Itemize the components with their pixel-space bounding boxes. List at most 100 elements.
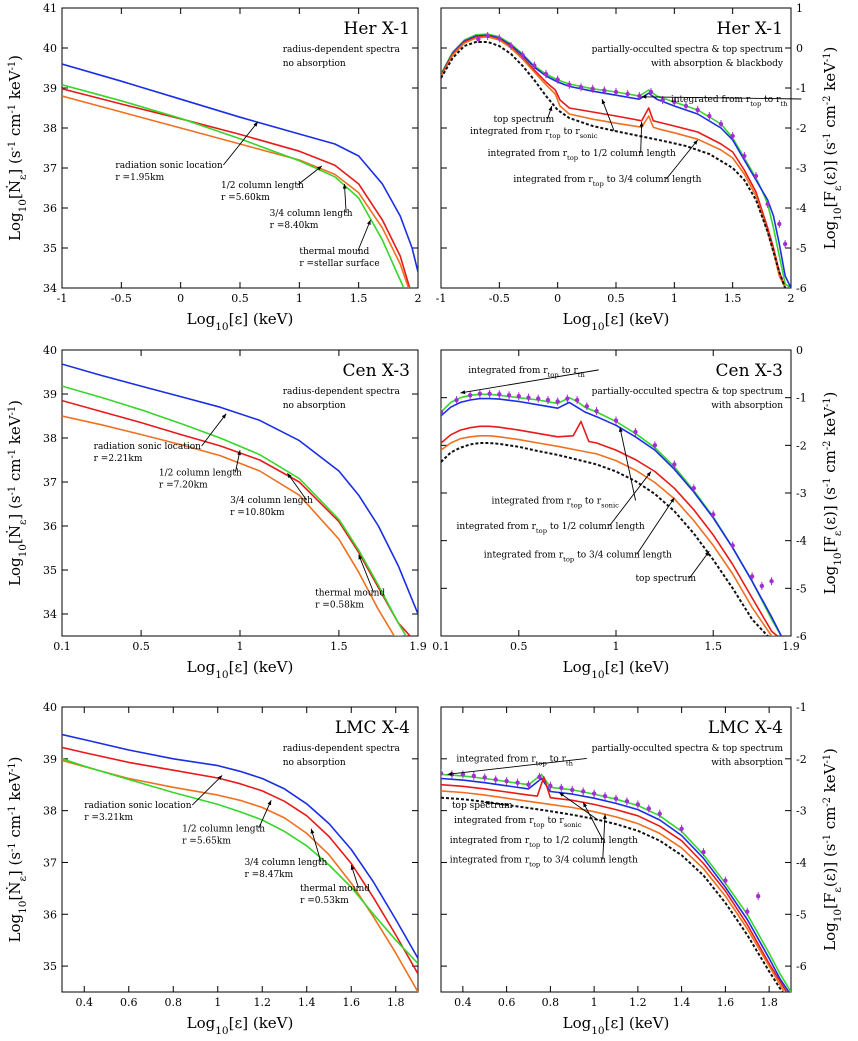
annotation-text: top spectrum [452, 801, 513, 811]
data-point [590, 86, 595, 92]
data-point [580, 789, 586, 794]
annotation-text: 3/4 column length [244, 858, 327, 868]
data-point [559, 785, 564, 791]
annotation-text: 3/4 column length [270, 209, 353, 219]
annotation-arrow [357, 219, 371, 252]
data-point [460, 772, 466, 777]
annotation-text: integrated from rtop to rth [456, 754, 573, 767]
y-tick-label: -1 [796, 392, 807, 405]
cen-left-panel: 0.1 0.5 1 1.5 1.9 34 35 36 37 38 39 40 Cen X-3 radius… [6, 344, 427, 681]
annotation-text: r =0.53km [300, 896, 349, 906]
panel-subtitle: with absorption [711, 401, 783, 411]
data-point [602, 793, 608, 799]
data-point [657, 811, 662, 816]
annotation-arrow [447, 757, 587, 775]
annotation-text: integrated from rtop to 3/4 column lengt… [450, 855, 638, 868]
annotation-text: 1/2 column length [221, 181, 304, 191]
series-line-black [441, 796, 784, 992]
data-point [711, 512, 716, 517]
y-tick-label: 36 [43, 520, 57, 533]
y-tick-label: -5 [796, 582, 807, 595]
data-point [765, 201, 770, 207]
series-line-orange [62, 95, 410, 288]
x-tick-label: 2 [788, 292, 795, 305]
x-axis-label: Log10[ε] (keV) [187, 658, 294, 681]
annotation-text: r =8.40km [270, 221, 319, 231]
data-point [782, 241, 788, 247]
data-point [441, 771, 444, 776]
y-tick-label: -3 [796, 162, 807, 175]
x-tick-label: 0.5 [510, 640, 528, 653]
data-point [625, 91, 630, 97]
x-tick-label: 1.4 [673, 996, 691, 1009]
data-point [624, 799, 630, 804]
data-point [477, 391, 483, 397]
data-point [515, 780, 520, 785]
annotation-text: integrated from rtop to 1/2 column lengt… [450, 836, 638, 849]
annotation-text: 1/2 column length [159, 468, 242, 478]
annotation-arrow [258, 800, 272, 829]
annotation-arrow [665, 139, 699, 180]
annotation-text: r =2.21km [94, 454, 143, 464]
x-tick-label: 0 [554, 292, 561, 305]
y-tick-label: -2 [796, 122, 807, 135]
series-line-black [441, 41, 787, 288]
y-tick-label: -4 [796, 856, 807, 869]
data-point [570, 787, 575, 793]
series-line-black [441, 442, 769, 636]
series-line-red [441, 420, 778, 636]
data-point [660, 97, 665, 103]
y-axis-label: Log10[Fε(ε)] (s-1 cm-2 keV-1) [821, 47, 844, 250]
y-tick-label: 37 [43, 162, 57, 175]
data-point [506, 393, 512, 398]
y-tick-label: 34 [43, 608, 57, 621]
annotation-text: integrated from rtop to 1/2 column lengt… [488, 149, 676, 162]
annotation-arrow [558, 792, 599, 821]
y-tick-label: 40 [43, 42, 57, 55]
annotation-arrow [689, 550, 710, 579]
x-tick-label: 1 [214, 996, 221, 1009]
panel-subtitle: no absorption [283, 758, 346, 768]
data-point [487, 391, 492, 397]
annotation-arrowhead [601, 99, 606, 105]
x-tick-label: 0.8 [165, 996, 183, 1009]
x-tick-label: 1.6 [343, 996, 361, 1009]
y-tick-label: 35 [43, 960, 57, 973]
y-tick-label: 35 [43, 564, 57, 577]
panel-title: Her X-1 [344, 19, 410, 39]
y-tick-label: 0 [796, 42, 803, 55]
y-tick-label: 37 [43, 856, 57, 869]
y-tick-label: -5 [796, 908, 807, 921]
annotation-arrowhead [217, 775, 223, 781]
data-point [633, 429, 638, 435]
y-tick-label: 38 [43, 805, 57, 818]
series-group [62, 733, 418, 992]
y-tick-label: 37 [43, 476, 57, 489]
data-point [672, 99, 677, 105]
y-tick-label: -3 [796, 487, 807, 500]
y-tick-label: -6 [796, 960, 807, 973]
data-point [759, 583, 765, 589]
x-tick-label: 1.5 [724, 292, 742, 305]
data-point [537, 774, 542, 780]
y-tick-label: -2 [796, 439, 807, 452]
data-point [467, 393, 473, 398]
annotation-arrow [636, 497, 675, 555]
x-tick-label: 0.4 [454, 996, 472, 1009]
annotation-arrow [609, 471, 652, 527]
y-tick-label: 1 [796, 2, 803, 15]
data-point [508, 43, 514, 49]
panel-subtitle: radius-dependent spectra [283, 387, 401, 397]
annotation-arrow [223, 121, 259, 166]
annotation-arrow [460, 369, 599, 394]
data-point [526, 395, 531, 400]
series-line-red [62, 746, 418, 975]
annotation-text: r =stellar surface [299, 259, 379, 269]
annotation-arrowhead [310, 828, 315, 834]
series-line-red [62, 88, 411, 288]
series-line-green [62, 758, 418, 965]
x-tick-label: 2 [415, 292, 422, 305]
annotation-arrow [619, 427, 636, 501]
annotation-text: integrated from rtop to rth [671, 95, 788, 108]
